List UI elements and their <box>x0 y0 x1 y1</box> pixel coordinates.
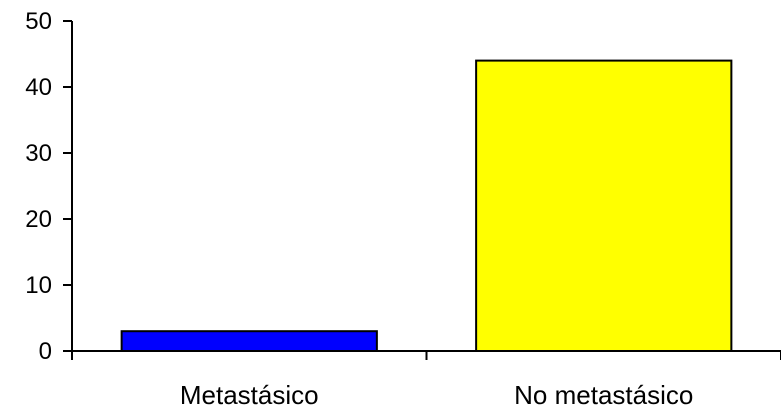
y-axis-ticks: 0 10 20 30 40 50 <box>25 8 72 365</box>
y-tick-label: 40 <box>25 74 52 101</box>
bar-no-metastasico <box>475 59 733 352</box>
bar-metastasico <box>120 330 378 353</box>
x-category-label: No metastásico <box>514 380 693 410</box>
x-category-label: Metastásico <box>180 380 319 410</box>
y-tick-label: 0 <box>39 338 52 365</box>
y-tick-label: 10 <box>25 272 52 299</box>
y-tick-label: 20 <box>25 206 52 233</box>
y-tick-label: 50 <box>25 8 52 35</box>
y-tick-label: 30 <box>25 140 52 167</box>
bars <box>120 59 733 353</box>
x-axis-ticks: Metastásico No metastásico <box>71 351 781 410</box>
